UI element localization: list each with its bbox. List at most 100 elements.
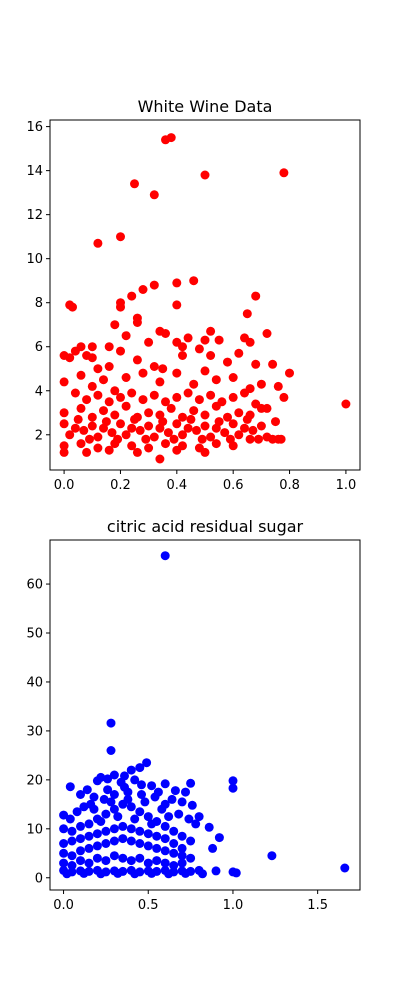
scatter-point — [89, 792, 99, 802]
scatter-point — [189, 276, 199, 286]
scatter-point — [126, 856, 136, 866]
scatter-point — [101, 839, 111, 848]
scatter-point — [68, 302, 77, 312]
scatter-point — [135, 839, 145, 848]
scatter-point — [93, 432, 103, 442]
scatter-point — [340, 863, 350, 873]
scatter-point — [189, 379, 199, 389]
scatter-point — [178, 412, 187, 422]
scatter-point — [183, 333, 193, 343]
scatter-point — [177, 851, 187, 861]
scatter-point — [147, 868, 157, 878]
scatter-point — [67, 836, 77, 846]
scatter-point — [200, 366, 210, 376]
scatter-point — [177, 843, 187, 853]
scatter-point — [186, 414, 196, 424]
scatter-point — [181, 868, 190, 878]
scatter-point — [104, 445, 114, 455]
scatter-point — [220, 428, 230, 438]
y-tick-label: 4 — [35, 384, 43, 399]
x-tick-label: 1.0 — [223, 898, 244, 913]
scatter-point — [127, 388, 137, 398]
scatter-point — [135, 853, 145, 863]
scatter-point — [79, 802, 89, 812]
scatter-point — [135, 826, 145, 836]
scatter-point — [65, 782, 75, 792]
scatter-point — [172, 278, 182, 288]
scatter-point — [206, 351, 216, 360]
scatter-point — [214, 335, 224, 345]
scatter-point — [142, 758, 152, 768]
scatter-point — [231, 868, 241, 878]
scatter-point — [245, 337, 255, 347]
scatter-point — [181, 787, 190, 797]
scatter-point — [110, 320, 120, 330]
scatter-point — [169, 848, 179, 858]
y-tick-label: 2 — [35, 428, 43, 443]
scatter-point — [211, 423, 221, 433]
scatter-point — [206, 432, 216, 442]
scatter-point — [256, 379, 266, 389]
scatter-point — [132, 318, 142, 327]
scatter-point — [132, 447, 142, 457]
scatter-point — [144, 421, 154, 431]
scatter-point — [127, 441, 137, 451]
scatter-point — [200, 335, 210, 345]
scatter-point — [113, 812, 123, 822]
scatter-point — [198, 869, 207, 879]
scatter-point — [59, 839, 69, 848]
scatter-point — [200, 421, 210, 431]
scatter-point — [87, 421, 97, 431]
scatter-point — [113, 434, 123, 444]
scatter-point — [87, 342, 97, 352]
scatter-point — [279, 392, 289, 402]
scatter-point — [256, 403, 266, 413]
scatter-point — [99, 375, 108, 385]
scatter-point — [82, 447, 92, 457]
scatter-point — [103, 785, 113, 795]
scatter-point — [99, 406, 108, 416]
scatter-point — [254, 434, 263, 444]
scatter-point — [59, 810, 69, 820]
scatter-point — [155, 377, 165, 387]
scatter-point — [106, 746, 116, 755]
scatter-point — [160, 846, 170, 856]
y-tick-label: 16 — [26, 120, 43, 135]
scatter-point — [152, 831, 162, 841]
scatter-point — [245, 410, 255, 420]
scatter-point — [189, 406, 199, 416]
scatter-point — [161, 329, 170, 338]
scatter-point — [158, 364, 168, 374]
x-tick-label: 0.2 — [110, 478, 131, 493]
scatter-point — [127, 423, 137, 433]
x-tick-label: 0.8 — [279, 478, 300, 493]
y-tick-label: 30 — [26, 724, 43, 739]
scatter-point — [79, 868, 89, 878]
scatter-point — [214, 833, 224, 843]
y-tick-label: 20 — [26, 773, 43, 788]
scatter-point — [76, 856, 85, 866]
scatter-point — [149, 432, 159, 442]
scatter-point — [191, 819, 201, 829]
scatter-point — [172, 419, 182, 429]
scatter-point — [169, 826, 179, 836]
scatter-point — [143, 841, 153, 851]
scatter-point — [174, 809, 184, 819]
scatter-point — [130, 775, 140, 785]
scatter-point — [137, 780, 146, 790]
chart-title: citric acid residual sugar — [107, 517, 304, 536]
scatter-point — [155, 410, 165, 420]
scatter-point — [103, 774, 113, 784]
scatter-point — [118, 853, 128, 863]
scatter-point — [183, 423, 193, 433]
scatter-point — [149, 190, 159, 200]
scatter-point — [67, 826, 77, 836]
scatter-point — [70, 388, 80, 398]
scatter-point — [65, 814, 75, 824]
scatter-point — [160, 821, 170, 831]
points-layer — [59, 551, 350, 879]
scatter-point — [106, 718, 116, 728]
scatter-point — [92, 776, 102, 786]
axes-layer: 0.0 0.5 1.0 1.5 0 10 20 30 40 50 60 — [26, 578, 328, 913]
scatter-point — [144, 337, 154, 347]
